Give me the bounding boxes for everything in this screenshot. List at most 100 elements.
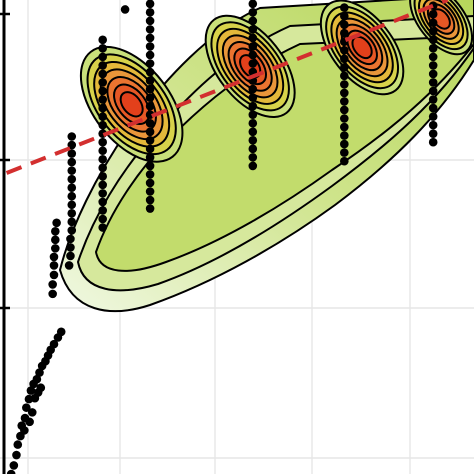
data-point xyxy=(20,426,29,435)
data-point xyxy=(248,33,258,43)
data-point xyxy=(67,157,77,167)
data-point xyxy=(145,0,155,9)
data-point xyxy=(52,218,61,228)
data-point xyxy=(67,226,77,235)
data-point xyxy=(340,28,349,38)
data-point xyxy=(428,69,438,79)
data-point xyxy=(340,54,349,64)
density-peak-contour xyxy=(119,91,144,118)
data-point xyxy=(67,191,77,201)
data-point xyxy=(67,140,77,150)
data-point xyxy=(98,61,107,70)
data-point xyxy=(98,206,107,215)
data-point xyxy=(64,261,74,270)
data-point xyxy=(27,408,37,417)
data-point xyxy=(428,137,438,147)
data-point xyxy=(340,105,349,115)
trend-line xyxy=(5,0,449,175)
data-point xyxy=(428,18,438,28)
data-point xyxy=(145,84,155,94)
data-point xyxy=(248,50,258,60)
data-point xyxy=(340,20,349,29)
data-point xyxy=(248,16,258,26)
data-point xyxy=(428,52,438,62)
data-point xyxy=(340,63,349,72)
data-point xyxy=(67,149,77,158)
data-point xyxy=(98,146,107,156)
data-point xyxy=(56,327,66,337)
data-point xyxy=(145,25,155,34)
data-point xyxy=(248,161,258,171)
data-point xyxy=(51,244,60,253)
data-point xyxy=(248,8,258,17)
data-point xyxy=(340,80,349,89)
data-point xyxy=(428,9,438,19)
data-point xyxy=(145,136,155,145)
trend-line-group xyxy=(5,0,449,175)
axis-group xyxy=(0,0,10,474)
data-point xyxy=(428,95,438,104)
data-point xyxy=(428,78,438,87)
data-point xyxy=(340,71,349,81)
data-point xyxy=(145,101,155,111)
data-point xyxy=(48,289,57,299)
data-point xyxy=(248,0,258,9)
data-point xyxy=(428,61,438,70)
data-point xyxy=(51,235,60,245)
data-point xyxy=(428,129,438,138)
data-point xyxy=(248,127,258,137)
data-point xyxy=(98,120,107,130)
data-point xyxy=(145,204,155,213)
data-point xyxy=(145,161,155,171)
data-point xyxy=(145,178,155,188)
data-point xyxy=(248,153,258,162)
data-point xyxy=(145,144,155,154)
data-point xyxy=(340,131,349,140)
data-point xyxy=(48,280,57,289)
data-point xyxy=(248,25,258,34)
data-point xyxy=(67,174,77,184)
data-point xyxy=(67,132,77,141)
data-point xyxy=(145,59,155,68)
data-point xyxy=(49,270,59,280)
data-point xyxy=(13,440,23,449)
data-point xyxy=(340,45,349,55)
data-point xyxy=(248,101,258,111)
data-point xyxy=(248,84,258,94)
data-point xyxy=(98,180,107,190)
data-point xyxy=(428,26,438,36)
data-point xyxy=(248,59,258,68)
data-point xyxy=(340,148,349,157)
data-point xyxy=(67,183,77,193)
data-point xyxy=(67,209,77,218)
data-point xyxy=(145,153,155,162)
data-point xyxy=(26,386,36,395)
data-point xyxy=(428,86,438,96)
data-point xyxy=(145,127,155,137)
data-point xyxy=(98,35,107,45)
data-point xyxy=(248,118,258,128)
data-point xyxy=(98,86,107,96)
data-point xyxy=(67,166,77,175)
data-point xyxy=(98,78,107,87)
data-points xyxy=(6,0,438,474)
data-point xyxy=(35,368,44,377)
data-point xyxy=(340,114,349,123)
data-point xyxy=(145,170,155,179)
data-point xyxy=(36,383,46,393)
data-point xyxy=(98,52,107,62)
data-point xyxy=(22,403,31,412)
data-point xyxy=(66,243,75,252)
data-point xyxy=(49,252,59,262)
data-point xyxy=(98,189,107,198)
data-point xyxy=(98,163,107,173)
data-point xyxy=(145,76,155,85)
data-point xyxy=(12,450,21,460)
data-point xyxy=(145,8,155,17)
data-point xyxy=(49,339,59,349)
data-point xyxy=(66,251,75,261)
data-point xyxy=(98,103,107,113)
data-point xyxy=(340,122,349,132)
data-point xyxy=(340,97,349,106)
